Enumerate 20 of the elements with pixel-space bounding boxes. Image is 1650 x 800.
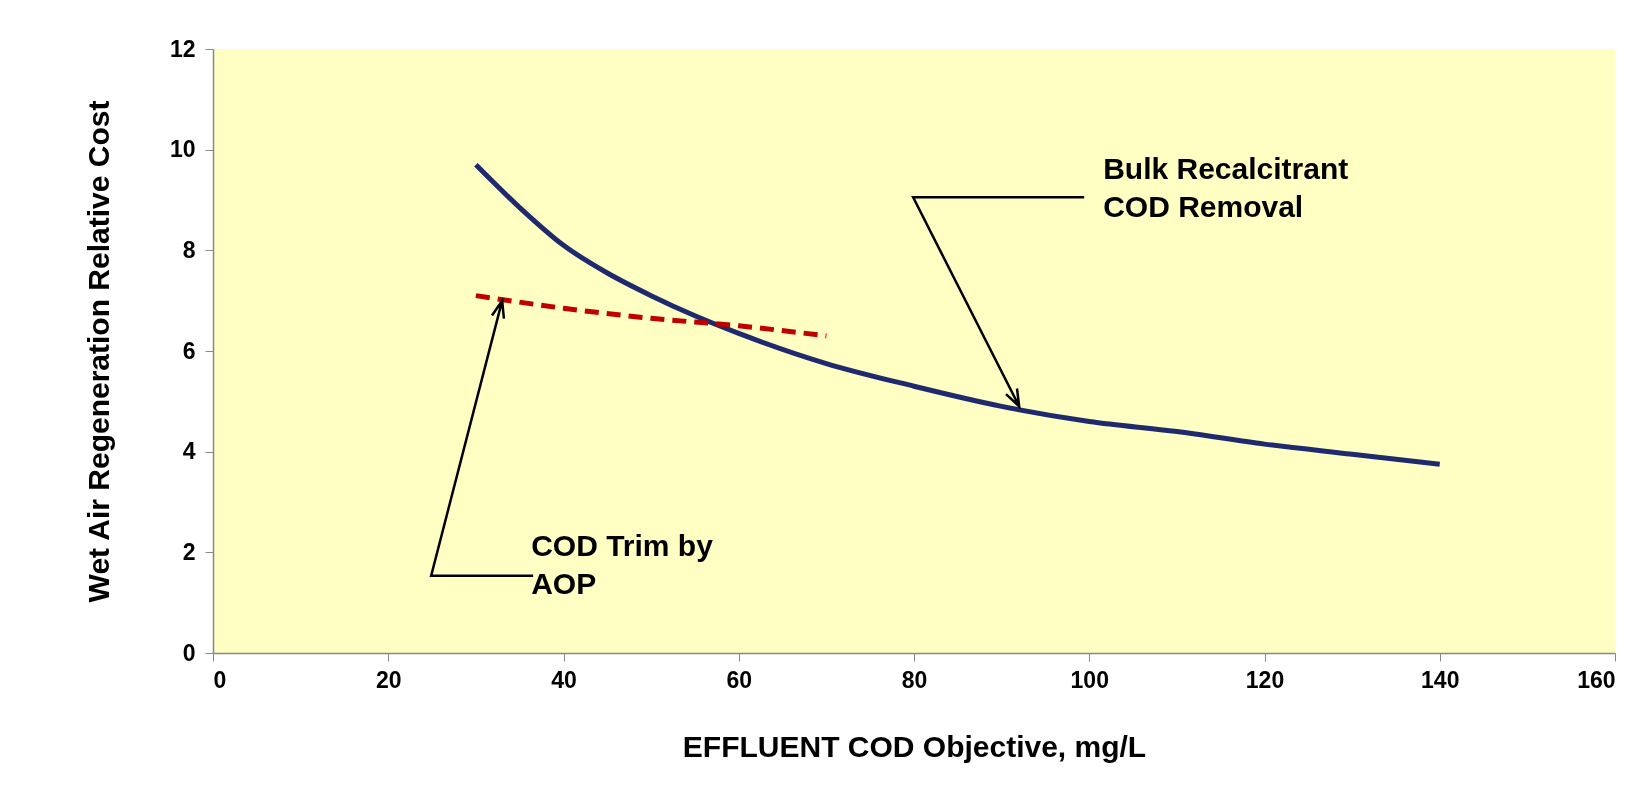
x-tick-label: 40 xyxy=(551,666,577,693)
annotation: Bulk Recalcitrant COD Removal xyxy=(1103,152,1349,224)
y-tick-label: 6 xyxy=(182,337,196,364)
x-tick-label: 0 xyxy=(213,666,227,693)
y-tick-label: 0 xyxy=(182,639,196,666)
y-axis-title: Wet Air Regeneration Relative Cost xyxy=(81,100,115,603)
x-tick-label: 20 xyxy=(375,666,402,693)
y-tick-label: 2 xyxy=(182,538,196,565)
y-tick-label: 12 xyxy=(169,35,196,62)
x-axis-title: EFFLUENT COD Objective, mg/L xyxy=(682,729,1147,763)
x-tick-label: 60 xyxy=(726,666,753,693)
x-tick-label: 160 xyxy=(1577,666,1616,693)
annotation: COD Trim by AOP xyxy=(531,528,714,600)
x-tick-label: 80 xyxy=(901,666,928,693)
y-tick-label: 8 xyxy=(182,236,196,263)
y-tick-label: 4 xyxy=(182,438,196,465)
x-tick-label: 120 xyxy=(1245,666,1285,693)
x-tick-label: 140 xyxy=(1421,666,1460,693)
x-tick-label: 100 xyxy=(1070,666,1109,693)
y-tick-label: 10 xyxy=(169,136,196,163)
